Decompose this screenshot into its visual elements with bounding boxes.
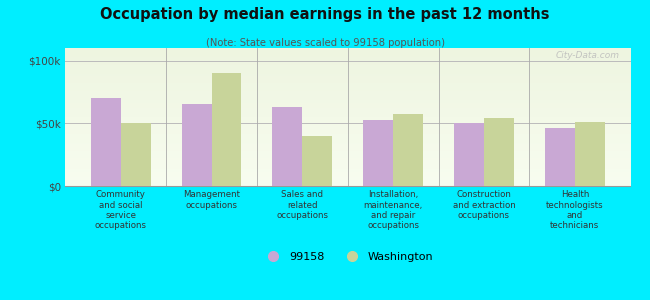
Bar: [484, 118, 514, 186]
Bar: [211, 73, 242, 186]
Bar: [454, 123, 484, 186]
Bar: [545, 128, 575, 186]
Text: (Note: State values scaled to 99158 population): (Note: State values scaled to 99158 popu…: [205, 38, 445, 47]
Bar: [393, 115, 423, 186]
Text: Occupation by median earnings in the past 12 months: Occupation by median earnings in the pas…: [100, 8, 550, 22]
Bar: [575, 122, 604, 186]
Bar: [121, 123, 151, 186]
Text: City-Data.com: City-Data.com: [555, 51, 619, 60]
Bar: [363, 119, 393, 186]
Legend: 99158, Washington: 99158, Washington: [258, 247, 437, 266]
Bar: [272, 107, 302, 186]
Bar: [181, 104, 211, 186]
Bar: [91, 98, 121, 186]
Bar: [302, 136, 332, 186]
